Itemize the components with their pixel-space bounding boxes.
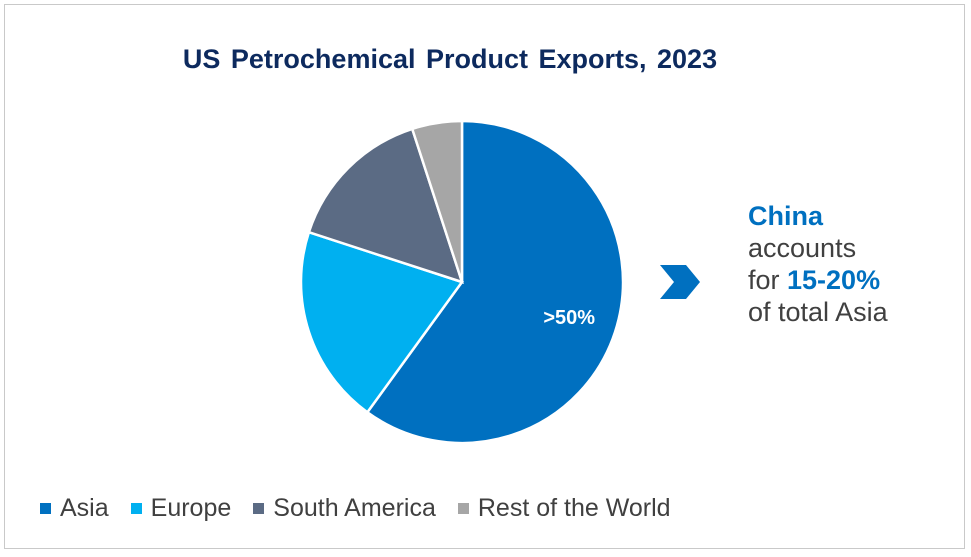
legend-item-south-america: South America [253,494,436,523]
annotation-highlight: 15-20% [787,265,881,295]
pie-slice-asia [365,119,625,445]
legend-item-europe: Europe [130,494,232,523]
china-annotation: China accounts for 15-20% of total Asia [748,200,888,328]
legend-swatch [40,503,51,514]
slice-data-label: >50% [543,307,595,329]
legend: Asia Europe South America Rest of the World [40,494,693,523]
legend-label: Asia [60,494,109,522]
legend-swatch [253,503,265,514]
annotation-line-3: for 15-20% [748,264,888,296]
legend-item-asia: Asia [40,494,109,523]
annotation-line-3-prefix: for [748,265,788,295]
pie-slice-rest-of-the-world [410,119,464,283]
pie-slice-europe [299,230,465,414]
legend-swatch [130,503,142,514]
legend-label: South America [273,494,436,522]
annotation-line-1: China [748,201,824,231]
annotation-line-4: of total Asia [748,297,888,327]
chart-title: US Petrochemical Product Exports, 2023 [182,44,718,74]
annotation-line-2: accounts [748,233,857,263]
legend-label: Rest of the World [477,494,671,522]
legend-item-rest-of-the-world: Rest of the World [457,494,671,523]
legend-swatch [457,503,469,514]
legend-label: Europe [150,494,232,522]
chevron-right-icon [660,265,700,299]
